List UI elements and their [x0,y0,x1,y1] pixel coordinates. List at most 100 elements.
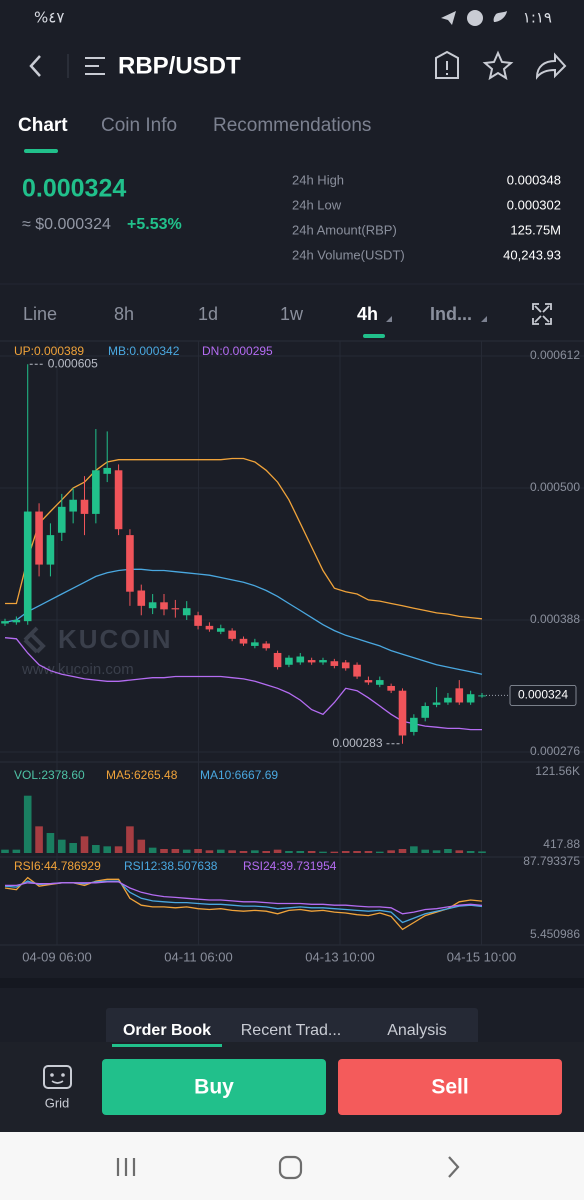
interval-option[interactable]: 1d [198,304,218,324]
candle-body [23,511,32,622]
volume-bar [160,849,168,853]
candle-body [410,717,418,732]
candle-body [353,664,361,677]
legend-entry: RSI24:39.731954 [243,859,337,873]
candle-body [364,680,373,683]
stat-label: 24h Amount(RBP) [292,222,397,237]
status-battery: %٤٧ [34,9,64,27]
candle-body [319,660,327,663]
volume-bar [251,850,259,853]
y-tick-label: 121.56K [535,764,580,778]
watermark-url: www.kucoin.com [21,661,134,678]
volume-bar [103,846,112,853]
last-price-box [509,685,577,706]
interval-option[interactable]: 8h [114,304,134,324]
y-tick-label: 0.000612 [530,348,580,362]
candle-body [307,660,316,663]
alert-icon[interactable] [435,50,459,79]
tab[interactable]: Chart [18,115,68,136]
candle-body [228,630,236,639]
volume-bar [194,849,202,853]
tab[interactable]: Recommendations [213,115,371,136]
bottom-tab[interactable]: Analysis [387,1022,447,1039]
buy-button[interactable] [102,1059,326,1115]
candle-body [285,657,293,665]
candle-body [251,642,259,646]
stat-label: 24h High [292,172,344,187]
volume-bar [273,849,282,853]
volume-bar [182,849,191,853]
legend-entry: MA10:6667.69 [200,768,278,782]
price-change: +5.53% [127,216,182,233]
volume-bar [432,850,441,853]
candle-body [387,685,395,691]
volume-bar [12,849,21,853]
volume-bar [114,846,123,853]
legend-entry: UP:0.000389 [14,344,84,358]
stat-value: 40,243.93 [503,247,561,262]
candle-body [205,625,214,630]
y-tick-label: 0.000500 [530,480,580,494]
interval-option[interactable]: 1w [280,304,304,324]
tab[interactable]: Coin Info [101,115,177,136]
volume-bar [364,851,373,853]
candle-body [262,643,271,649]
x-tick-label: 04-13 10:00 [305,949,374,964]
interval-option[interactable]: Ind... [430,304,472,324]
candle-body [80,499,89,514]
volume-bar [148,847,157,853]
legend-entry: RSI12:38.507638 [124,859,218,873]
home-button[interactable] [278,1155,303,1180]
interval-option[interactable]: Line [23,304,57,324]
volume-bar [398,849,407,853]
watermark-logo [23,626,46,654]
bottom-tab[interactable]: Order Book [123,1022,211,1039]
y-tick-label: 0.000388 [530,612,580,626]
sell-label[interactable]: Sell [431,1076,468,1099]
grid-icon-eye [50,1073,54,1077]
candle-body [478,695,486,697]
candle-body [194,615,202,626]
favorite-icon[interactable] [482,50,514,81]
volume-bar [239,851,248,853]
interval-option[interactable]: 4h [357,304,378,324]
candle-body [114,470,123,530]
sell-button[interactable] [338,1059,562,1115]
candle-body [182,608,191,616]
recent-apps-button[interactable] [116,1158,136,1176]
volume-bar [228,850,236,853]
volume-bar [262,851,271,853]
back-button[interactable] [29,55,41,77]
grid-icon-eye [61,1073,65,1077]
status-icon [493,11,507,22]
volume-bar [216,849,225,853]
max-label: 0.000605 [48,356,98,370]
volume-bar [410,846,418,853]
y-tick-label: 5.450986 [530,927,580,941]
status-icon [441,11,456,25]
stat-label: 24h Volume(USDT) [292,247,405,262]
menu-icon[interactable] [85,57,105,75]
candle-body [444,697,452,703]
candle-body [103,467,112,474]
rsi-line [5,881,483,915]
buy-label[interactable]: Buy [194,1076,234,1099]
volume-bar [330,851,339,853]
candle-body [273,652,282,668]
candle-body [216,628,225,632]
back-nav-button[interactable] [448,1156,460,1178]
x-tick-label: 04-11 06:00 [164,949,232,964]
bottom-tab[interactable]: Recent Trad... [241,1022,342,1039]
candle-body [69,499,77,512]
min-label: 0.000283 [332,736,382,750]
volume-bar [421,849,430,853]
fiat-price: ≈ $0.000324 [22,216,111,233]
candle-body [12,619,21,623]
grid-icon[interactable] [43,1065,72,1089]
status-icon [467,10,483,26]
y-tick-label: 0.000276 [530,744,580,758]
fullscreen-icon[interactable] [532,303,552,325]
share-icon[interactable] [535,52,567,80]
